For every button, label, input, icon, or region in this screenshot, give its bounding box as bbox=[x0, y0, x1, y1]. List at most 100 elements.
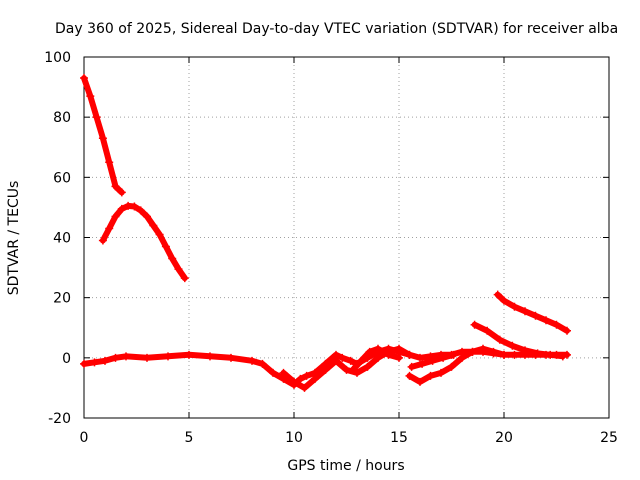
chart-title: Day 360 of 2025, Sidereal Day-to-day VTE… bbox=[55, 21, 618, 37]
data-point bbox=[439, 353, 448, 362]
axis-ticks bbox=[83, 56, 610, 419]
y-tick-label: 80 bbox=[53, 110, 71, 126]
data-point bbox=[248, 356, 256, 365]
data-point bbox=[105, 158, 114, 167]
data-point bbox=[416, 377, 424, 386]
data-point bbox=[122, 352, 130, 361]
series-segment-2 bbox=[98, 201, 189, 283]
x-tick-label: 25 bbox=[600, 430, 618, 446]
data-point bbox=[206, 352, 214, 361]
data-point bbox=[384, 350, 393, 359]
x-tick-label: 0 bbox=[80, 430, 89, 446]
data-point bbox=[269, 368, 277, 377]
series-segment-1 bbox=[80, 74, 126, 197]
series-line bbox=[494, 291, 570, 334]
data-point bbox=[365, 347, 374, 356]
data-point bbox=[449, 350, 458, 359]
data-point bbox=[321, 365, 330, 374]
data-point bbox=[86, 92, 95, 101]
x-tick-label: 10 bbox=[285, 430, 303, 446]
data-point bbox=[374, 353, 382, 362]
series-segment-5 bbox=[348, 344, 403, 374]
data-point bbox=[136, 206, 145, 215]
data-point bbox=[149, 221, 158, 230]
data-point bbox=[80, 359, 88, 368]
data-point bbox=[185, 350, 193, 359]
data-point bbox=[155, 230, 164, 239]
data-point bbox=[296, 374, 305, 383]
data-point bbox=[92, 113, 101, 122]
data-point bbox=[300, 383, 309, 392]
data-point bbox=[563, 326, 571, 335]
y-tick-label: 20 bbox=[53, 291, 71, 307]
data-point bbox=[363, 362, 372, 371]
data-point bbox=[98, 236, 107, 245]
data-point bbox=[105, 224, 114, 233]
data-point bbox=[508, 341, 517, 350]
data-point bbox=[174, 265, 183, 274]
data-point bbox=[500, 296, 508, 305]
data-point bbox=[353, 368, 361, 377]
data-point bbox=[428, 356, 437, 365]
data-point bbox=[495, 335, 504, 344]
data-point bbox=[395, 353, 403, 362]
data-point bbox=[483, 326, 492, 335]
x-tick-label: 5 bbox=[185, 430, 194, 446]
data-point bbox=[533, 349, 542, 358]
data-point bbox=[458, 353, 466, 362]
data-point bbox=[258, 359, 267, 368]
data-point bbox=[531, 311, 540, 320]
data-point bbox=[279, 368, 288, 377]
data-point bbox=[416, 353, 424, 362]
data-point bbox=[521, 346, 529, 355]
x-axis-label: GPS time / hours bbox=[287, 458, 404, 474]
series-segment-6 bbox=[405, 344, 508, 386]
x-tick-label: 15 bbox=[390, 430, 408, 446]
data-point bbox=[407, 362, 416, 371]
data-series bbox=[80, 74, 571, 392]
y-tick-label: 40 bbox=[53, 231, 71, 247]
data-point bbox=[470, 320, 479, 329]
data-point bbox=[479, 344, 487, 353]
data-point bbox=[426, 371, 435, 380]
data-point bbox=[101, 356, 109, 365]
data-point bbox=[552, 320, 561, 329]
data-point bbox=[357, 356, 366, 365]
data-point bbox=[180, 274, 189, 283]
data-point bbox=[143, 353, 151, 362]
data-point bbox=[227, 353, 235, 362]
data-point bbox=[374, 344, 382, 353]
data-point bbox=[405, 371, 414, 380]
data-point bbox=[546, 350, 555, 359]
data-point bbox=[117, 204, 126, 213]
y-tick-label: 100 bbox=[44, 50, 71, 66]
data-point bbox=[161, 242, 170, 251]
data-point bbox=[311, 374, 319, 383]
series-segment-7 bbox=[407, 350, 458, 371]
data-point bbox=[493, 290, 502, 299]
data-point bbox=[302, 371, 311, 380]
x-tick-label: 20 bbox=[495, 430, 513, 446]
data-point bbox=[395, 344, 403, 353]
data-point bbox=[418, 359, 427, 368]
data-point bbox=[111, 212, 120, 221]
data-point bbox=[164, 352, 172, 361]
data-point bbox=[168, 254, 177, 263]
data-point bbox=[500, 350, 508, 359]
data-point bbox=[143, 212, 151, 221]
data-point bbox=[338, 353, 347, 362]
data-point bbox=[111, 353, 120, 362]
series-line bbox=[406, 345, 507, 385]
data-point bbox=[348, 365, 357, 374]
data-point bbox=[332, 356, 340, 365]
data-point bbox=[117, 188, 126, 197]
series-segment-4 bbox=[279, 344, 414, 392]
data-point bbox=[521, 307, 529, 316]
data-point bbox=[80, 74, 88, 83]
series-segment-8 bbox=[470, 320, 567, 361]
data-point bbox=[111, 182, 120, 191]
data-point bbox=[437, 368, 445, 377]
data-point bbox=[468, 347, 477, 356]
y-axis-label: SDTVAR / TECUs bbox=[6, 181, 22, 296]
